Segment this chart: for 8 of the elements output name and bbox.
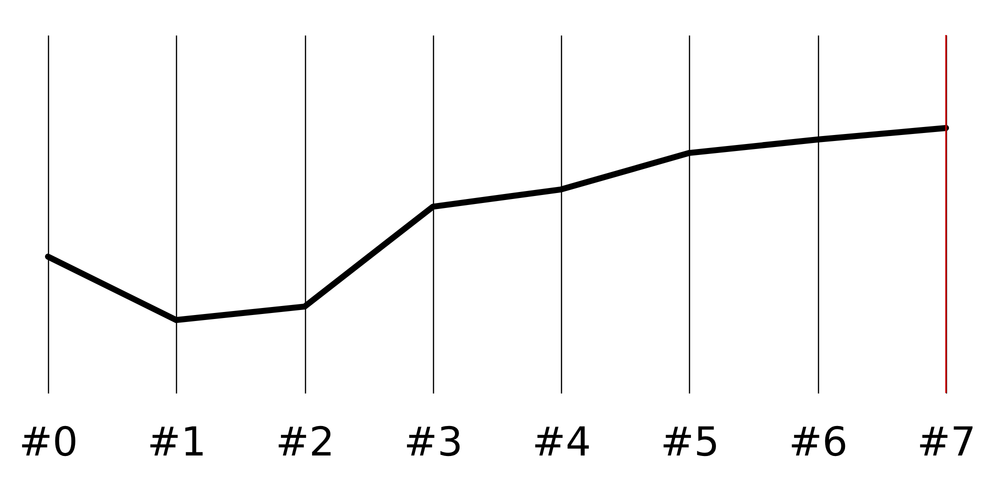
x-tick-label: #0 bbox=[19, 420, 78, 466]
x-tick-label: #7 bbox=[917, 420, 976, 466]
x-tick-label: #6 bbox=[788, 420, 848, 466]
x-tick-label: #5 bbox=[660, 420, 720, 466]
x-tick-label: #2 bbox=[276, 420, 335, 466]
x-tick-label: #1 bbox=[147, 420, 206, 466]
x-tick-label: #4 bbox=[532, 420, 592, 466]
x-tick-label: #3 bbox=[404, 420, 463, 466]
